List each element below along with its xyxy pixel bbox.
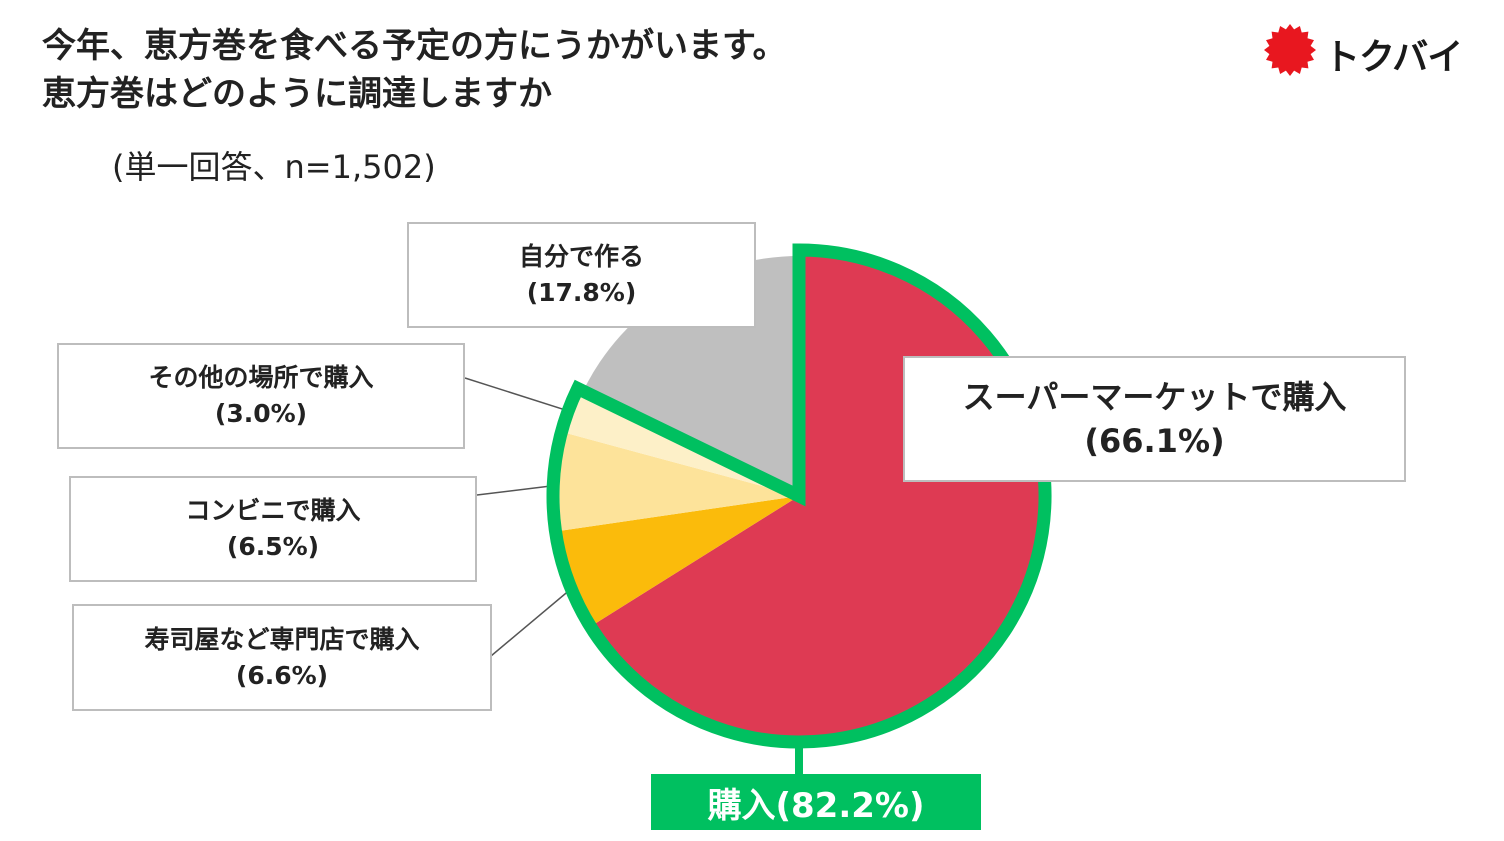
slice-label-specialty-store: 寿司屋など専門店で購入 (6.6%) — [72, 604, 492, 711]
slice-label-name: コンビニで購入 — [185, 496, 361, 525]
slice-label-name: その他の場所で購入 — [148, 363, 374, 392]
pie-slice-convenience-store — [559, 433, 799, 531]
slice-label-homemade: 自分で作る (17.8%) — [407, 222, 756, 328]
logo-text: トクバイ — [1324, 37, 1463, 78]
slice-label-value: (3.0%) — [214, 399, 308, 428]
title-line-2: 恵方巻はどのように調達しますか — [42, 74, 552, 114]
slice-label-name: 自分で作る — [518, 242, 644, 271]
slice-label-value: (6.6%) — [235, 660, 329, 690]
chart-subtitle: (単一回答、n=1,502) — [112, 148, 436, 186]
slice-label-value: (66.1%) — [1084, 422, 1225, 460]
title-line-1: 今年、恵方巻を食べる予定の方にうかがいます。 — [42, 26, 787, 66]
slice-label-name: 寿司屋など専門店で購入 — [144, 624, 420, 654]
purchase-group-outline — [546, 243, 1052, 749]
slice-label-name: スーパーマーケットで購入 — [962, 378, 1347, 416]
logo-burst-shape — [1264, 24, 1316, 76]
logo-mark-icon — [1264, 24, 1316, 76]
slice-label-supermarket: スーパーマーケットで購入 (66.1%) — [903, 356, 1406, 482]
slice-label-other-place: その他の場所で購入 (3.0%) — [57, 343, 465, 449]
slice-label-value: (6.5%) — [226, 532, 320, 561]
tokubai-logo: トクバイ — [1262, 22, 1472, 78]
chart-title: 今年、恵方巻を食べる予定の方にうかがいます。 恵方巻はどのように調達しますか — [42, 22, 787, 118]
pie-slice-specialty-store — [561, 496, 799, 624]
slice-label-value: (17.8%) — [526, 278, 637, 307]
purchase-total-label: 購入(82.2%) — [651, 774, 981, 830]
slice-label-convenience-store: コンビニで購入 (6.5%) — [69, 476, 477, 582]
